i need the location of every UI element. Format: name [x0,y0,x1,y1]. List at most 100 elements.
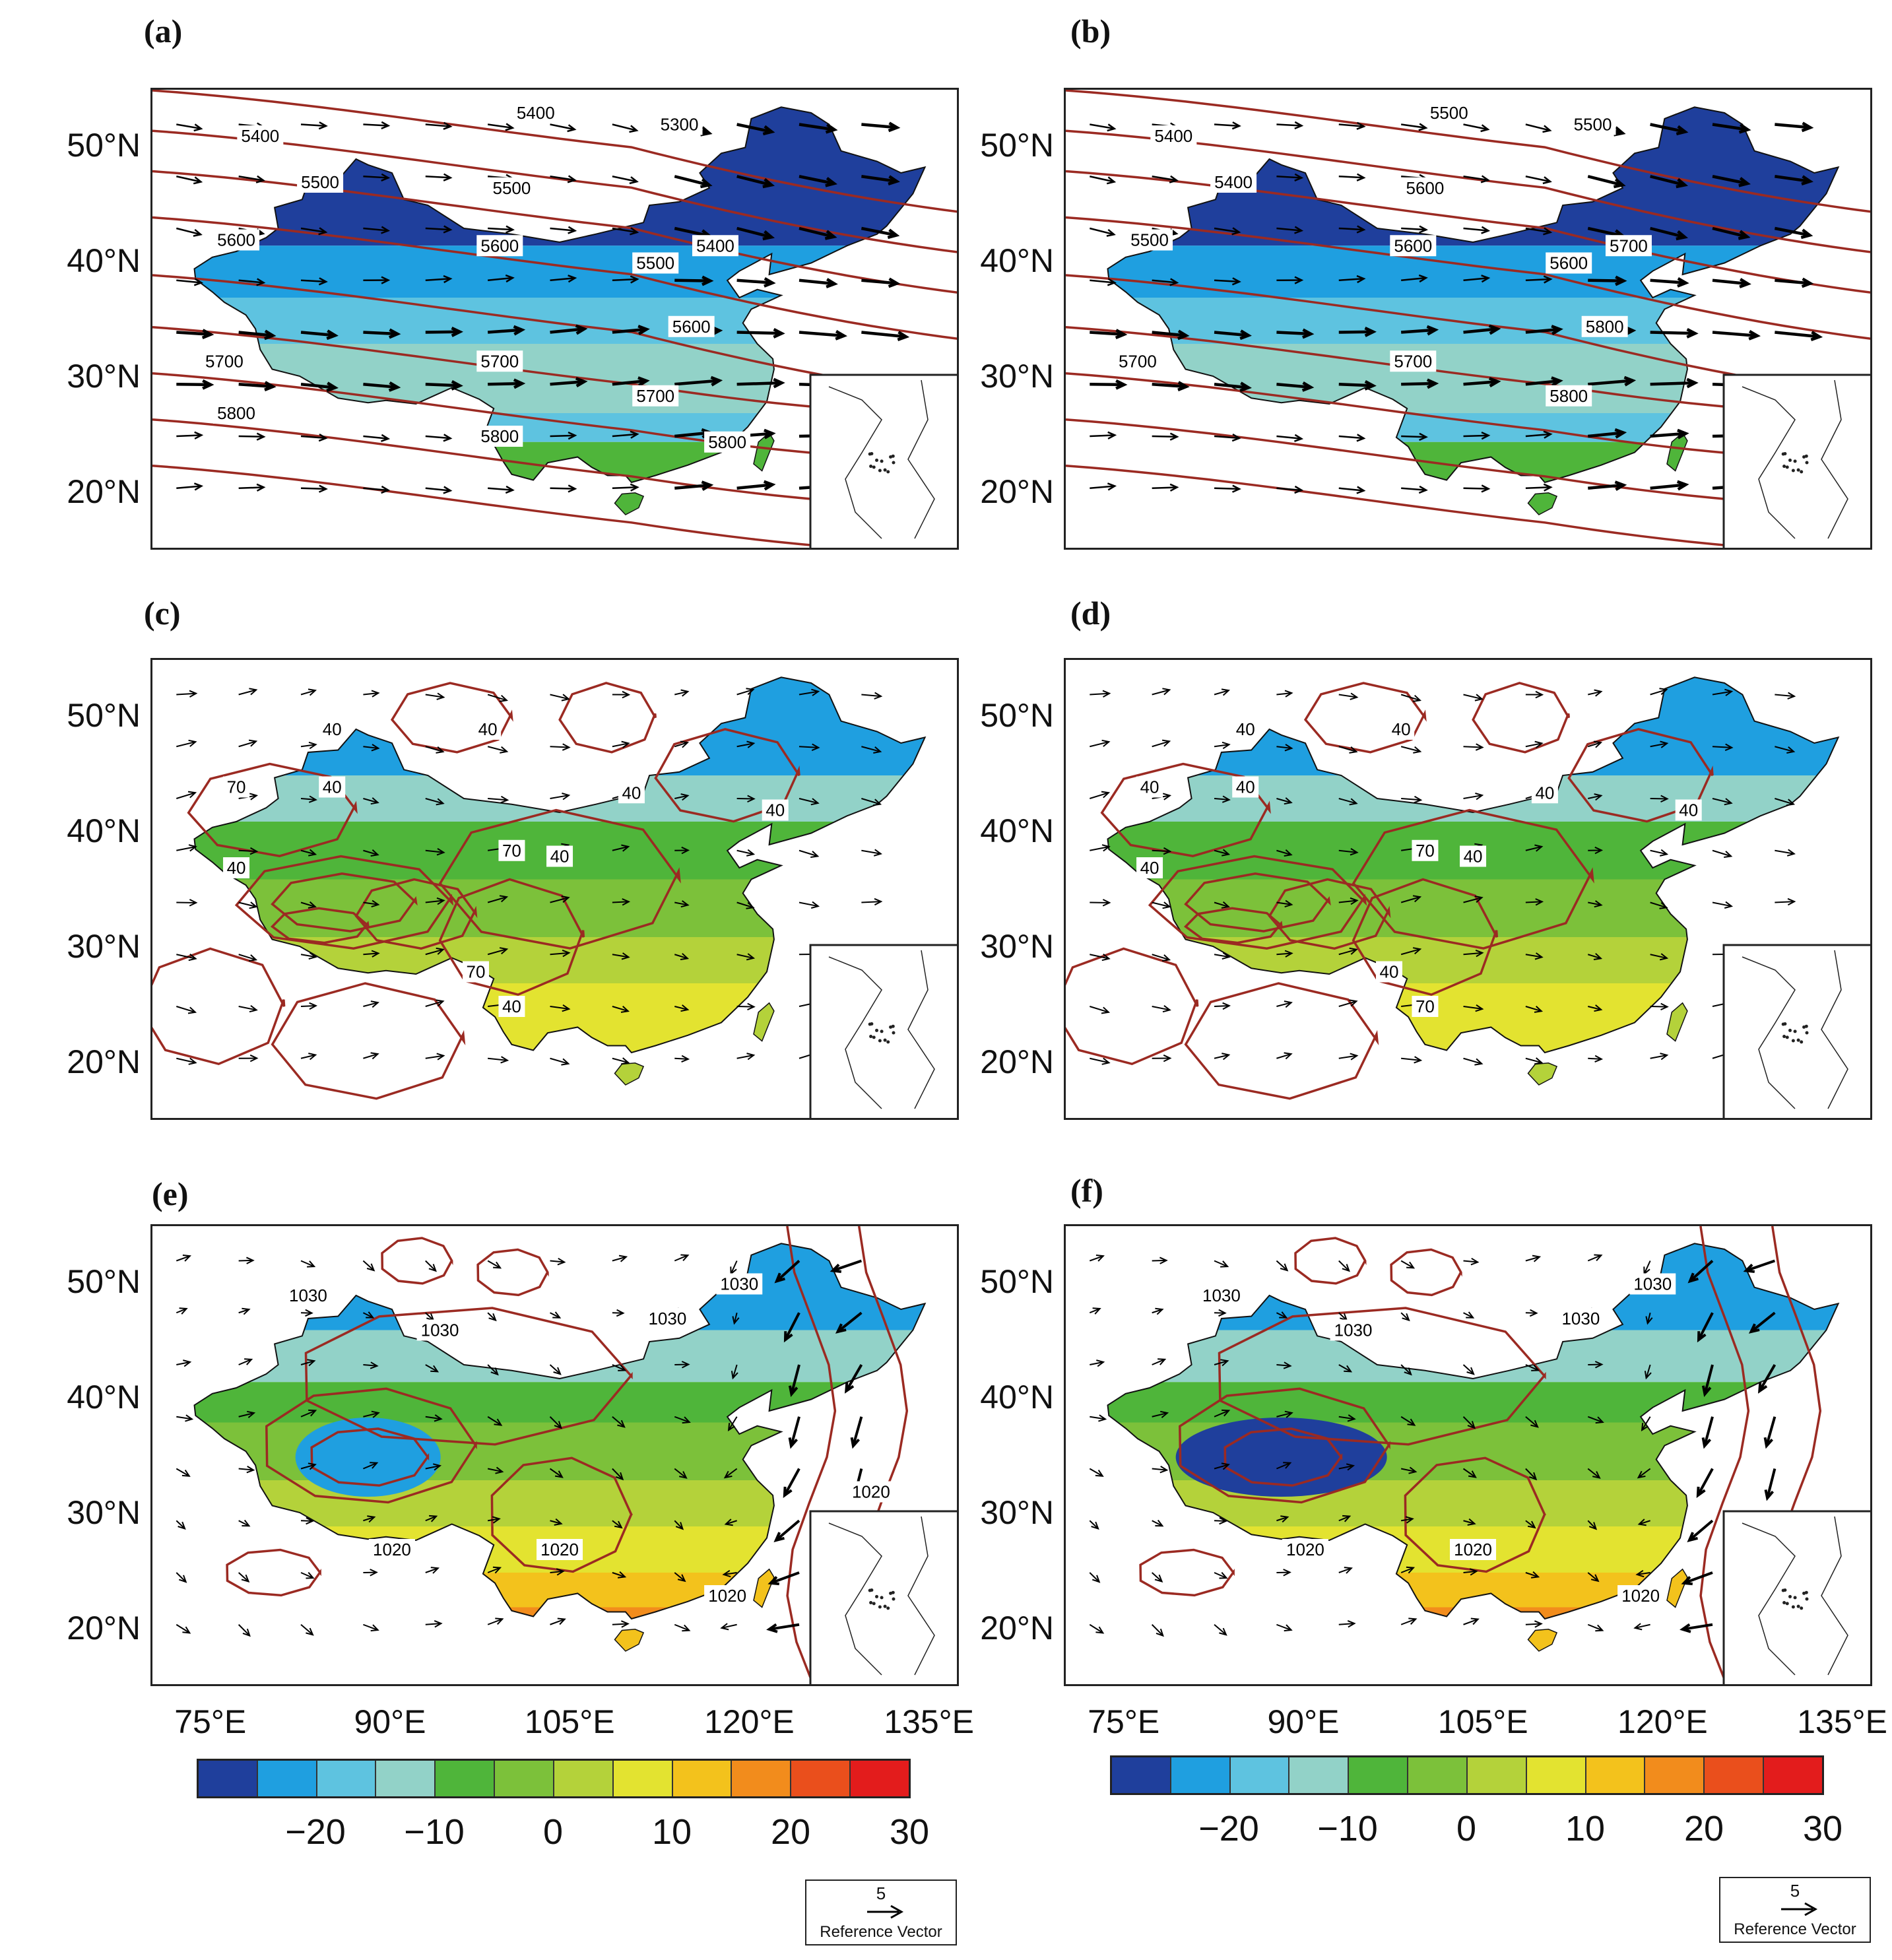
wind-vector-arrow [1775,746,1796,754]
wind-vector-arrow [736,328,785,339]
wind-vector-arrow [1338,275,1366,284]
wind-vector-arrow [550,1057,570,1066]
svg-text:1020: 1020 [373,1540,411,1559]
wind-vector-arrow [300,1260,316,1268]
colorbar-swatch [1349,1757,1409,1793]
contour-line [490,1456,633,1573]
wind-vector-arrow [861,121,901,133]
wind-vector-arrow [425,486,453,494]
wind-vector-arrow [1338,121,1366,130]
wind-vector-arrow [1463,793,1484,800]
wind-vector-arrow [238,1410,256,1418]
wind-vector-arrow [612,325,650,335]
svg-text:1020: 1020 [1454,1540,1492,1559]
wind-vector-arrow [176,1255,191,1262]
reference-vector-left: 5 Reference Vector [805,1879,957,1945]
wind-vector-arrow [176,690,198,698]
contour-label: 5700 [632,385,679,407]
wind-vector-arrow [1089,1468,1104,1477]
wind-vector-arrow [612,1255,628,1262]
wind-vector-arrow [550,1617,566,1625]
wind-vector-arrow [1090,123,1117,132]
svg-text:70: 70 [227,777,246,797]
contour-label: 5600 [476,235,523,257]
wind-vector-arrow [1712,278,1751,288]
contour-label: 1030 [716,1273,763,1295]
svg-text:5700: 5700 [1119,351,1157,371]
wind-vector-arrow [674,1520,684,1530]
wind-vector-arrow [1587,953,1603,960]
wind-vector-arrow [363,849,379,857]
lat-tick-label: 30°N [980,927,1054,965]
colorbar-swatch [317,1761,377,1796]
wind-vector-arrow [1588,1055,1604,1063]
svg-text:40: 40 [622,783,641,802]
contour-label: 5700 [1605,235,1652,257]
contour-line [390,682,513,754]
contour-line [1390,1248,1462,1297]
wind-vector-arrow [861,226,900,240]
wind-vector-arrow [674,1623,691,1632]
wind-vector-arrow [238,688,258,696]
wind-vector-arrow [1712,175,1751,187]
plateau-low [1175,1418,1387,1497]
wind-vector-arrow [363,1052,379,1060]
wind-vector-arrow [1588,846,1604,855]
wind-vector-arrow [1463,123,1490,133]
wind-vector-arrow [487,1617,504,1625]
wind-vector-arrow [176,1414,194,1422]
wind-vector-arrow [1152,1519,1164,1527]
shading-band [1107,245,1839,298]
map-canvas-b: 5400 5500 5500 5400 5600 5500 5600 5600 5700 5700… [1066,90,1870,548]
wind-vector-arrow [799,849,820,858]
colorbar-label: 10 [1565,1809,1606,1848]
wind-vector-arrow [1763,1416,1777,1449]
colorbar-swatch [1230,1757,1290,1793]
contour-line [438,878,585,996]
svg-text:5300: 5300 [661,115,699,135]
contour-label: 40 [618,782,645,804]
wind-vector-arrow [1090,791,1111,799]
wind-vector-arrow [238,1358,253,1365]
colorbar-swatch [732,1761,792,1796]
wind-vector-arrow [550,949,571,958]
wind-vector-arrow [1152,901,1171,909]
wind-vector-arrow [861,746,882,754]
wind-vector-arrow [736,226,775,241]
lon-tick-label: 90°E [1267,1703,1340,1740]
wind-vector-arrow [1401,432,1428,441]
contour-label: 5700 [476,350,523,372]
lat-tick-label: 20°N [67,1043,141,1080]
contour-line [654,728,800,823]
colorbar-swatch [1289,1757,1350,1793]
wind-vector-arrow [1214,952,1231,960]
wind-vector-arrow [674,740,690,748]
contour-label: 5400 [1150,125,1197,147]
wind-vector-arrow [487,1260,502,1269]
wind-vector-arrow [1463,484,1491,493]
wind-vector-arrow [363,1515,376,1523]
wind-vector-arrow [1090,1414,1107,1422]
contour-label: 40 [1460,845,1487,867]
svg-text:5500: 5500 [636,253,674,273]
svg-text:5400: 5400 [517,103,555,123]
wind-vector-arrow [550,431,577,440]
wind-vector-arrow [1152,432,1179,441]
wind-vector-arrow [425,692,445,700]
taiwan-island [753,1568,775,1608]
wind-vector-arrow [1338,1463,1355,1471]
wind-vector-arrow [300,952,317,960]
wind-vector-arrow [1276,950,1293,958]
panel-label-f: (f) [1070,1172,1103,1209]
wind-vector-arrow [674,376,723,387]
wind-vector-arrow [549,1468,564,1478]
wind-vector-arrow [176,431,204,440]
wind-vector-arrow [1338,1567,1353,1574]
wind-vector-arrow [1400,1466,1418,1474]
colorbar-swatch [1112,1757,1171,1793]
wind-vector-arrow [176,1307,188,1315]
wind-vector-arrow [1587,1468,1601,1479]
wind-vector-arrow [1463,1057,1484,1066]
svg-text:40: 40 [1392,719,1411,739]
wind-vector-arrow [1338,1260,1350,1272]
